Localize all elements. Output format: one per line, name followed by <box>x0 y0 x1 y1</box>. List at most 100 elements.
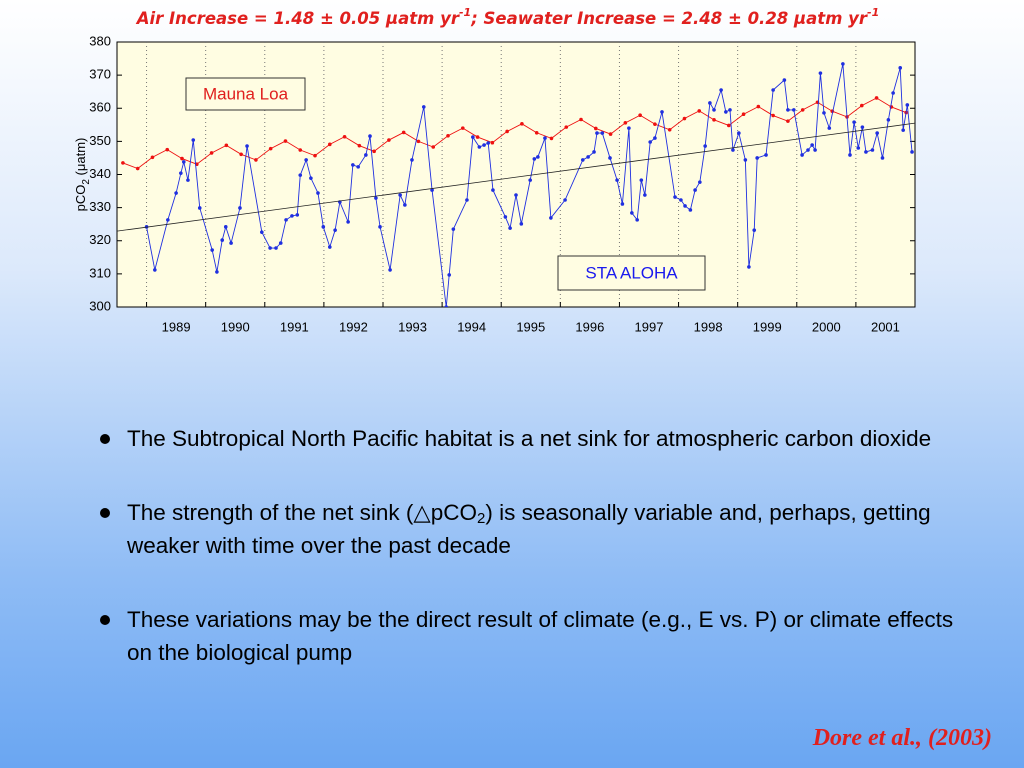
data-point <box>388 268 392 272</box>
bullet-text: These variations may be the direct resul… <box>127 607 954 665</box>
data-point <box>653 122 657 126</box>
data-point <box>910 150 914 154</box>
bullet: The strength of the net sink (△pCO2) is … <box>100 496 980 562</box>
data-point <box>239 152 243 157</box>
data-point <box>549 136 554 141</box>
data-point <box>401 130 406 135</box>
data-point <box>771 113 775 118</box>
annotation-text: STA ALOHA <box>585 263 678 282</box>
data-point <box>421 105 426 109</box>
data-point <box>197 206 202 210</box>
data-point <box>724 110 728 114</box>
data-point <box>135 166 140 171</box>
bullet-text: The strength of the net sink (△pCO <box>127 500 477 525</box>
data-point <box>215 270 219 274</box>
y-label-text: (μatm) <box>73 138 88 179</box>
y-tick-label: 350 <box>89 133 111 148</box>
data-point <box>615 178 619 182</box>
title-superscript: -1 <box>867 6 879 19</box>
data-point <box>298 173 303 177</box>
x-tick-label: 1990 <box>221 319 250 334</box>
data-point <box>357 143 362 148</box>
data-point <box>536 155 540 159</box>
y-tick-label: 370 <box>89 67 111 82</box>
data-point <box>534 130 539 135</box>
data-point <box>667 127 672 132</box>
annotation-box <box>557 255 706 291</box>
data-point <box>410 158 414 162</box>
data-point <box>905 103 910 107</box>
title-superscript: -1 <box>459 6 471 19</box>
data-point <box>786 119 790 123</box>
data-point <box>328 142 332 147</box>
data-point <box>841 62 845 66</box>
data-point <box>446 133 450 138</box>
data-point <box>698 180 702 184</box>
data-point <box>153 268 157 272</box>
data-point <box>245 144 249 148</box>
data-point <box>648 140 652 144</box>
data-point <box>356 165 360 169</box>
data-point <box>179 171 183 175</box>
title-text: ; Seawater Increase = 2.48 ± 0.28 μatm y… <box>470 9 868 28</box>
y-tick-label: 330 <box>89 199 111 214</box>
x-tick-label: 2000 <box>812 319 841 334</box>
y-tick-label: 310 <box>89 265 111 280</box>
data-point <box>822 111 826 115</box>
title-text: Air Increase = 1.48 ± 0.05 μatm yr <box>135 9 460 28</box>
data-point <box>398 193 402 197</box>
data-point <box>600 131 605 135</box>
x-tick-label: 1993 <box>398 319 427 334</box>
data-point <box>224 143 229 148</box>
data-point <box>813 148 817 152</box>
data-point <box>260 230 264 234</box>
data-point <box>810 143 814 147</box>
data-point <box>688 208 693 212</box>
data-point <box>564 125 569 129</box>
data-point <box>368 134 372 138</box>
data-point <box>682 116 687 121</box>
x-tick-label: 1997 <box>635 319 664 334</box>
data-point <box>800 153 804 157</box>
y-tick-label: 380 <box>89 33 111 48</box>
bullet-text: ) is seasonally variable and, perhaps, g… <box>127 500 931 558</box>
y-tick-label: 340 <box>89 166 111 181</box>
data-point <box>627 126 631 130</box>
data-point <box>563 198 567 202</box>
data-point <box>121 161 125 165</box>
data-point <box>378 225 382 229</box>
data-point <box>727 123 731 128</box>
data-point <box>697 109 702 113</box>
data-point <box>351 163 355 167</box>
data-point <box>174 191 178 195</box>
data-point <box>278 241 283 245</box>
data-point <box>532 157 537 161</box>
data-point <box>520 122 524 126</box>
x-tick-label: 1998 <box>694 319 723 334</box>
data-point <box>295 213 300 217</box>
data-point <box>660 110 664 114</box>
data-point <box>403 203 407 207</box>
data-point <box>818 71 823 75</box>
data-point <box>679 198 683 202</box>
x-tick-label: 1992 <box>339 319 368 334</box>
x-tick-label: 1999 <box>753 319 782 334</box>
data-point <box>229 241 233 245</box>
data-point <box>268 246 272 250</box>
data-point <box>620 202 625 206</box>
bullet-text: The Subtropical North Pacific habitat is… <box>127 426 932 451</box>
data-point <box>166 218 170 222</box>
x-tick-label: 1991 <box>280 319 309 334</box>
data-point <box>316 191 320 195</box>
y-label-subscript: 2 <box>81 179 92 185</box>
data-point <box>635 218 639 222</box>
data-point <box>580 158 585 162</box>
data-point <box>514 193 518 197</box>
data-point <box>712 108 716 112</box>
data-point <box>223 225 228 229</box>
data-point <box>505 129 509 134</box>
data-point <box>333 228 337 232</box>
data-point <box>693 188 697 192</box>
data-point <box>860 103 864 108</box>
bullet: The Subtropical North Pacific habitat is… <box>100 422 980 455</box>
